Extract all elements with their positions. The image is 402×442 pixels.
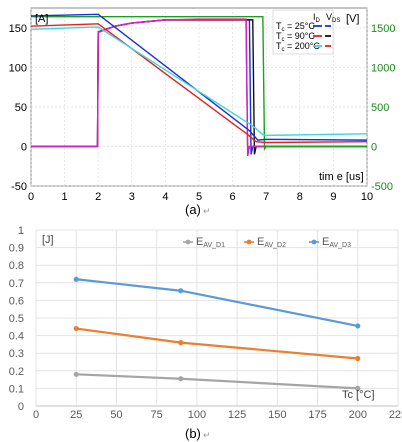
chart-b-x-tick-label: 0 — [33, 409, 39, 421]
chart-b-x-tick-label: 225 — [389, 409, 402, 421]
chart-b-caption-mark: ↵ — [203, 430, 211, 440]
chart-b-x-tick-label: 200 — [349, 409, 367, 421]
chart-a-y-right-tick-label: -500 — [371, 181, 393, 193]
chart-b-y-ticks: 0 0.1 0.2 0.3 0.4 0.5 0.6 0.7 0.8 0.9 1 — [9, 225, 24, 413]
chart-b-x-ticks: 0 25 50 75 100 125 150 175 200 225 — [33, 409, 402, 421]
chart-b-legend-label: EAV_D2 — [257, 236, 286, 249]
chart-b-y-tick-label: 0 — [18, 401, 24, 413]
chart-a-x-tick-label: 4 — [162, 191, 168, 203]
chart-b-legend-label: EAV_D1 — [196, 236, 225, 249]
chart-a-x-tick-label: 7 — [263, 191, 269, 203]
chart-a-y-left-tick-label: 100 — [9, 62, 27, 74]
chart-a-y-left-ticks: -50 0 50 100 150 — [9, 23, 27, 193]
chart-a-y-right-tick-label: 0 — [371, 141, 377, 153]
chart-b-series-line — [76, 327, 358, 360]
chart-b-x-tick-label: 150 — [268, 409, 286, 421]
chart-b-gridlines — [35, 229, 399, 407]
chart-b-legend-label: EAV_D3 — [322, 236, 351, 249]
chart-a-current-line — [30, 26, 368, 137]
chart-a-x-ticks: 0 1 2 3 4 5 6 7 8 9 10 — [28, 191, 373, 203]
chart-a-current-line — [30, 13, 368, 141]
legend-box — [272, 9, 334, 55]
chart-b-legend-marker — [185, 239, 191, 245]
chart-a-x-tick-label: 1 — [62, 191, 68, 203]
chart-a-x-tick-label: 3 — [129, 191, 135, 203]
chart-b-y-tick-label: 0.7 — [9, 278, 24, 290]
chart-b-y-tick-label: 0.6 — [9, 295, 24, 307]
chart-a-x-tick-label: 10 — [361, 191, 373, 203]
chart-a-y-left-tick-label: -50 — [11, 181, 27, 193]
chart-a-caption: (a) — [185, 202, 201, 217]
chart-b-data-point — [178, 288, 184, 294]
chart-b-data-point — [355, 385, 361, 391]
chart-a-xlabel: tim e [us] — [319, 171, 364, 183]
chart-a-y-right-ticks: -500 0 500 1000 1500 — [371, 23, 395, 193]
chart-b-data-point — [73, 276, 79, 282]
chart-b-y-tick-label: 0.3 — [9, 348, 24, 360]
chart-a-current-line — [30, 23, 368, 144]
chart-b-data-point — [178, 376, 184, 382]
chart-b-x-tick-label: 75 — [151, 409, 163, 421]
chart-a-caption-mark: ↵ — [203, 206, 211, 216]
chart-b-y-tick-label: 0.9 — [9, 243, 24, 255]
chart-a-y-left-tick-label: 150 — [9, 23, 27, 35]
chart-b-xlabel: Tc [°C] — [342, 389, 375, 401]
chart-b-legend-marker — [311, 239, 317, 245]
legend-header-voltage: VDS — [326, 12, 340, 24]
chart-b-data-point — [355, 323, 361, 329]
chart-b-series — [73, 276, 361, 391]
chart-a-voltage-line — [31, 16, 367, 151]
chart-a-x-tick-label: 5 — [196, 191, 202, 203]
chart-a-current-series — [30, 13, 368, 144]
chart-b-legend-marker — [246, 239, 252, 245]
chart-a-ylabel-right: [V] — [346, 13, 359, 25]
chart-b-x-tick-label: 50 — [110, 409, 122, 421]
legend-rows: Tc = 25°CTc = 90°CTc = 200°C — [276, 21, 331, 53]
chart-b-x-tick-label: 175 — [308, 409, 326, 421]
chart-a-legend: ID VDS Tc = 25°CTc = 90°CTc = 200°C — [272, 9, 340, 55]
chart-a-x-tick-label: 2 — [95, 191, 101, 203]
chart-b-y-tick-label: 1 — [18, 225, 24, 237]
chart-b-y-tick-label: 0.1 — [9, 383, 24, 395]
chart-a-x-tick-label: 9 — [330, 191, 336, 203]
chart-b-data-point — [73, 325, 79, 332]
chart-a-voltage-line — [31, 18, 367, 157]
chart-b-data-point — [178, 340, 184, 346]
chart-b-series-line — [76, 278, 358, 327]
chart-b-legend: EAV_D1 EAV_D2 EAV_D3 — [183, 236, 351, 249]
legend-row-label: Tc = 25°C — [276, 21, 315, 33]
chart-b-x-tick-label: 125 — [228, 409, 246, 421]
chart-b-x-tick-label: 100 — [188, 409, 206, 421]
chart-a-x-tick-label: 0 — [28, 191, 34, 203]
chart-b-data-point — [355, 355, 361, 362]
legend-row-label: Tc = 200°C — [276, 41, 320, 53]
chart-a-x-tick-label: 8 — [297, 191, 303, 203]
chart-a-y-right-tick-label: 1000 — [371, 62, 395, 74]
chart-b: 0255075100125150175200225 00.10.20.30.40… — [9, 225, 402, 441]
chart-a-x-tick-label: 6 — [230, 191, 236, 203]
chart-b-y-tick-label: 0.2 — [9, 366, 24, 378]
chart-a-ylabel-left: [A] — [35, 13, 48, 25]
chart-b-series-line — [76, 373, 358, 390]
chart-b-y-tick-label: 0.4 — [9, 331, 24, 343]
chart-b-x-tick-label: 25 — [70, 409, 82, 421]
chart-a-y-right-tick-label: 500 — [371, 102, 389, 114]
chart-a-y-left-tick-label: 50 — [15, 102, 27, 114]
legend-header-current: ID — [313, 12, 321, 24]
chart-a-y-right-tick-label: 1500 — [371, 23, 395, 35]
chart-b-caption: (b) — [185, 426, 201, 441]
chart-b-data-point — [73, 371, 79, 377]
chart-b-y-tick-label: 0.5 — [9, 313, 24, 325]
chart-b-ylabel: [J] — [42, 234, 54, 246]
chart-a-y-left-tick-label: 0 — [21, 141, 27, 153]
chart-b-y-tick-label: 0.8 — [9, 260, 24, 272]
chart-a-voltage-series — [31, 16, 367, 157]
legend-row-label: Tc = 90°C — [276, 31, 315, 43]
